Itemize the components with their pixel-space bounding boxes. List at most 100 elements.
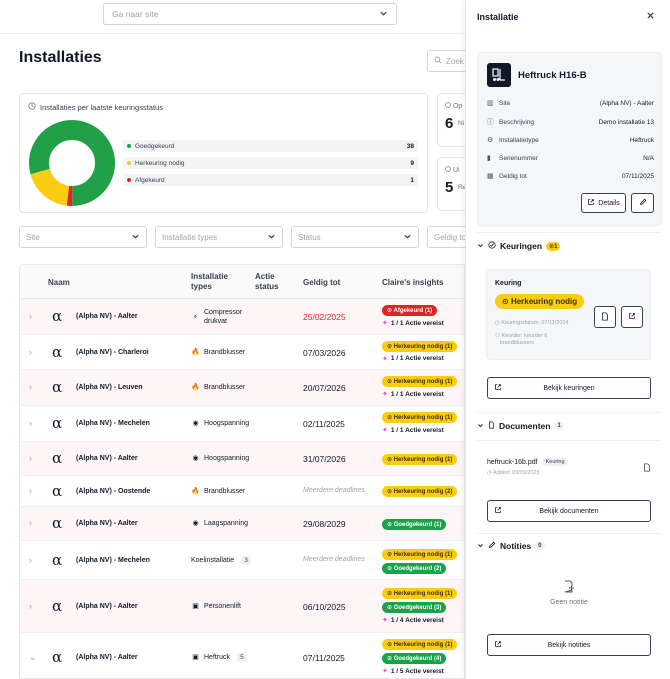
filter-geldig-tot[interactable]: Geldig to [427, 226, 465, 248]
bekijk-documenten-button[interactable]: Bekijk documenten [487, 500, 651, 522]
installation-name[interactable]: (Alpha NV) - Aalter [76, 455, 138, 462]
installation-name[interactable]: (Alpha NV) - Mechelen [76, 420, 150, 427]
table-row[interactable]: › α (Alpha NV) - Aalter ◉ Hoogspanning 31/07/… [20, 442, 464, 476]
table-row[interactable]: › α (Alpha NV) - Mechelen ◉ Hoogspanning 02/1… [20, 406, 464, 442]
bekijk-notities-button[interactable]: Bekijk notities [487, 634, 651, 656]
details-button[interactable]: Details [581, 193, 626, 213]
site-select[interactable]: Ga naar site [103, 3, 397, 25]
legend-bar: Goedgekeurd 38 [123, 140, 418, 152]
filter-status[interactable]: Status [291, 226, 419, 248]
chevron-right-icon[interactable]: › [29, 518, 32, 528]
stat-card-expired[interactable]: Ui 5 Re [437, 157, 465, 211]
status-chart-card: Installaties per laatste keuringsstatus … [19, 93, 428, 213]
action-required: ✦ 1 / 5 Actie vereist [382, 667, 444, 676]
info-icon: ▥ [487, 100, 494, 107]
legend-dot [127, 161, 131, 165]
chevron-right-icon[interactable]: › [29, 311, 32, 321]
legend-item[interactable]: Goedgekeurd 38 [123, 139, 418, 153]
chevron-right-icon[interactable]: › [29, 346, 32, 357]
status-pill: ⊙ Herkeuring nodig (1) [382, 588, 458, 599]
installation-type-icon: ▣ [192, 602, 199, 610]
chevron-down-icon[interactable]: ⌄ [29, 651, 37, 662]
column-header-types[interactable]: Installatie types [191, 272, 228, 291]
pencil-icon [488, 541, 496, 551]
document-icon[interactable] [643, 463, 651, 474]
table-row[interactable]: › α (Alpha NV) - Oostende 🔥 Brandblusser Meer… [20, 476, 464, 507]
edit-button[interactable] [631, 193, 654, 213]
document-item[interactable]: heftruck-16b.pdf Keuring ◷ Added: 03/09/2… [487, 458, 651, 476]
valid-until-date: Meerdere deadlines [303, 555, 365, 563]
company-logo: α [52, 449, 63, 467]
installation-name: Heftruck H16-B [518, 70, 587, 81]
bekijk-keuringen-button[interactable]: Bekijk keuringen [487, 377, 651, 399]
valid-until-date: 25/02/2025 [303, 312, 346, 322]
installation-type: Koelinstallatie 3 [191, 555, 261, 565]
installation-name[interactable]: (Alpha NV) - Mechelen [76, 556, 150, 564]
notities-count-badge: 0 [535, 542, 545, 550]
installation-name[interactable]: (Alpha NV) - Charleroi [76, 348, 149, 356]
claires-insights: ⊙ Herkeuring nodig (1) ✦ 1 / 1 Actie verei… [382, 340, 458, 363]
filter-site[interactable]: Site [19, 226, 147, 248]
keuring-open-button[interactable] [621, 306, 643, 328]
installation-name[interactable]: (Alpha NV) - Leuven [76, 384, 143, 391]
column-header-actie-status[interactable]: Actie status [255, 272, 279, 291]
legend-dot [127, 144, 131, 148]
legend-item[interactable]: Herkeuring nodig 9 [123, 156, 418, 170]
installation-name[interactable]: (Alpha NV) - Oostende [76, 487, 151, 495]
installation-type-icon: ▣ [192, 653, 199, 661]
close-icon[interactable] [646, 11, 655, 23]
table-row[interactable]: › α (Alpha NV) - Aalter ◉ Laagspanning 29/08/… [20, 507, 464, 541]
installation-name[interactable]: (Alpha NV) - Aalter [76, 520, 138, 527]
status-pill: ⊙ Goedgekeurd (3) [382, 602, 447, 613]
claires-insights: ⊙ Goedgekeurd (1) [382, 518, 447, 533]
installation-type: ⚡ Compressor drukvat [191, 308, 261, 326]
table-row[interactable]: › α (Alpha NV) - Mechelen Koelinstallatie 3 M… [20, 541, 464, 580]
status-chart-title: Installaties per laatste keuringsstatus [28, 102, 163, 112]
chevron-right-icon[interactable]: › [29, 600, 32, 611]
installation-name[interactable]: (Alpha NV) - Aalter [76, 313, 138, 320]
bekijk-documenten-label: Bekijk documenten [539, 507, 599, 515]
installation-type: ◉ Hoogspanning [192, 455, 250, 462]
section-keuringen-header[interactable]: Keuringen ⊙1 [477, 241, 561, 251]
installation-name[interactable]: (Alpha NV) - Aalter [76, 653, 138, 661]
note-add-icon [487, 580, 651, 596]
company-logo: α [52, 307, 63, 325]
installation-type: ◉ Hoogspanning [192, 420, 250, 427]
status-pill: ⊙ Herkeuring nodig (1) [382, 548, 458, 560]
table-row[interactable]: › α (Alpha NV) - Charleroi 🔥 Brandblusser 07/… [20, 335, 464, 370]
section-documenten-header[interactable]: Documenten 1 [477, 421, 564, 431]
chevron-right-icon[interactable]: › [29, 453, 32, 463]
column-header-naam[interactable]: Naam [48, 278, 70, 287]
info-value: (Alpha NV) - Aalter [599, 99, 654, 107]
chevron-right-icon[interactable]: › [29, 418, 32, 428]
table-row[interactable]: › α (Alpha NV) - Aalter ⚡ Compressor drukvat… [20, 299, 464, 335]
site-select-placeholder: Ga naar site [112, 9, 159, 19]
section-notities-header[interactable]: Notities 0 [477, 541, 545, 551]
filter-installatie-types[interactable]: Installatie types [155, 226, 283, 248]
legend-count: 1 [410, 176, 414, 184]
donut-slice-goedgekeurd[interactable] [29, 120, 115, 206]
keuring-document-button[interactable] [594, 306, 616, 328]
chevron-right-icon[interactable]: › [29, 554, 32, 565]
panel-title: Installatie [477, 12, 519, 22]
chevron-right-icon[interactable]: › [29, 485, 32, 496]
search-input[interactable]: Zoek [427, 50, 465, 72]
table-row[interactable]: › α (Alpha NV) - Leuven 🔥 Brandblusser 20/07/… [20, 370, 464, 406]
installation-name[interactable]: (Alpha NV) - Aalter [76, 602, 138, 610]
installation-type-icon: ◉ [192, 455, 199, 462]
donut-slice-afgekeurd[interactable] [29, 120, 115, 206]
legend-item[interactable]: Afgekeurd 1 [123, 173, 418, 187]
column-header-insights[interactable]: Claire's insights [382, 278, 444, 287]
installation-type: ▣ Heftruck 5 [191, 652, 247, 662]
stat-card-open[interactable]: Op 6 Ni [437, 93, 465, 147]
column-header-geldig-tot[interactable]: Geldig tot [303, 278, 341, 287]
company-logo: α [52, 647, 63, 666]
bekijk-notities-label: Bekijk notities [547, 641, 591, 649]
chevron-right-icon[interactable]: › [29, 382, 32, 392]
installation-type: 🔥 Brandblusser [191, 487, 246, 495]
table-row[interactable]: ⌄ α (Alpha NV) - Aalter ▣ Heftruck 5 07/11/202… [20, 633, 464, 678]
keuring-status-badge: ⊙ Herkeuring nodig [495, 294, 585, 309]
table-row[interactable]: › α (Alpha NV) - Aalter ▣ Personenlift 06/10/… [20, 580, 464, 633]
external-link-icon [494, 506, 502, 516]
info-label: Installatietype [499, 136, 539, 144]
